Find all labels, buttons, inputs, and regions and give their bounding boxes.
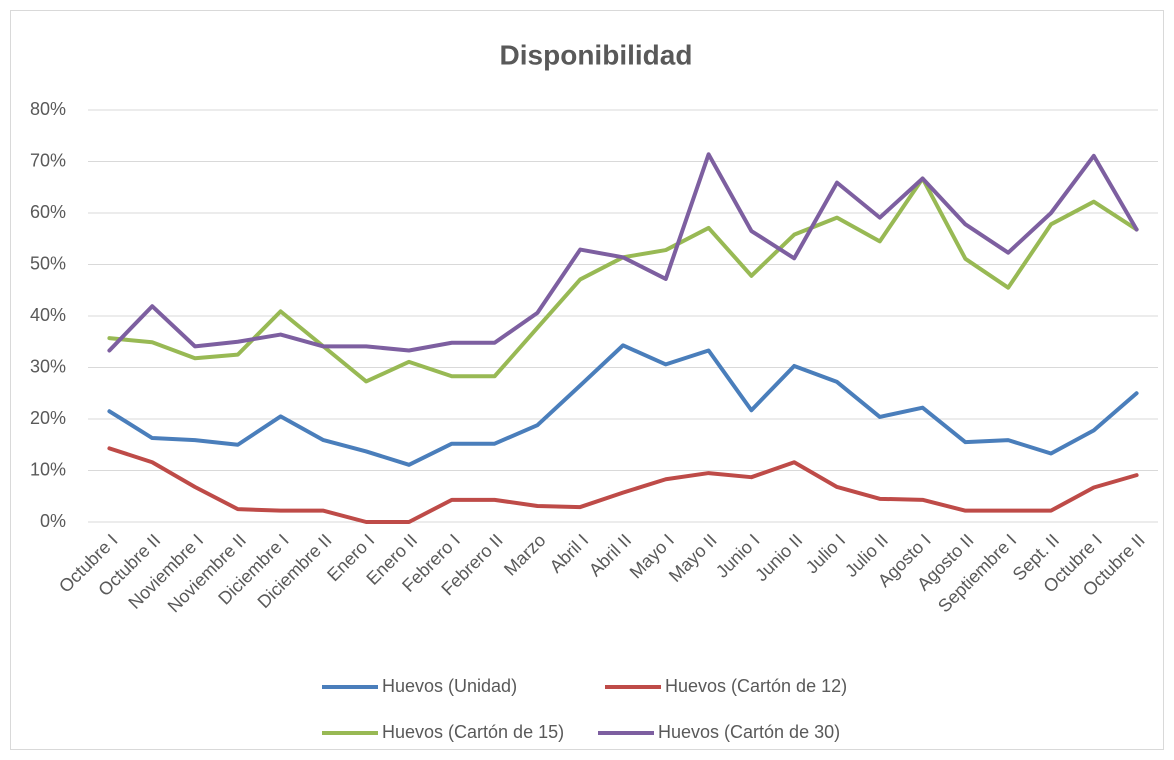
- y-tick-label: 30%: [30, 356, 66, 376]
- series-line: [107, 152, 1139, 353]
- legend-label: Huevos (Cartón de 30): [658, 722, 840, 742]
- series-line: [107, 446, 1139, 524]
- legend-label: Huevos (Cartón de 15): [382, 722, 564, 742]
- y-tick-label: 70%: [30, 150, 66, 170]
- y-tick-label: 10%: [30, 459, 66, 479]
- y-tick-label: 60%: [30, 202, 66, 222]
- y-tick-label: 0%: [40, 511, 66, 531]
- y-tick-label: 40%: [30, 305, 66, 325]
- legend-label: Huevos (Unidad): [382, 676, 517, 696]
- y-tick-label: 50%: [30, 253, 66, 273]
- series-line: [107, 343, 1139, 467]
- y-tick-label: 80%: [30, 99, 66, 119]
- legend-label: Huevos (Cartón de 12): [665, 676, 847, 696]
- y-tick-label: 20%: [30, 408, 66, 428]
- chart-title: Disponibilidad: [500, 39, 693, 70]
